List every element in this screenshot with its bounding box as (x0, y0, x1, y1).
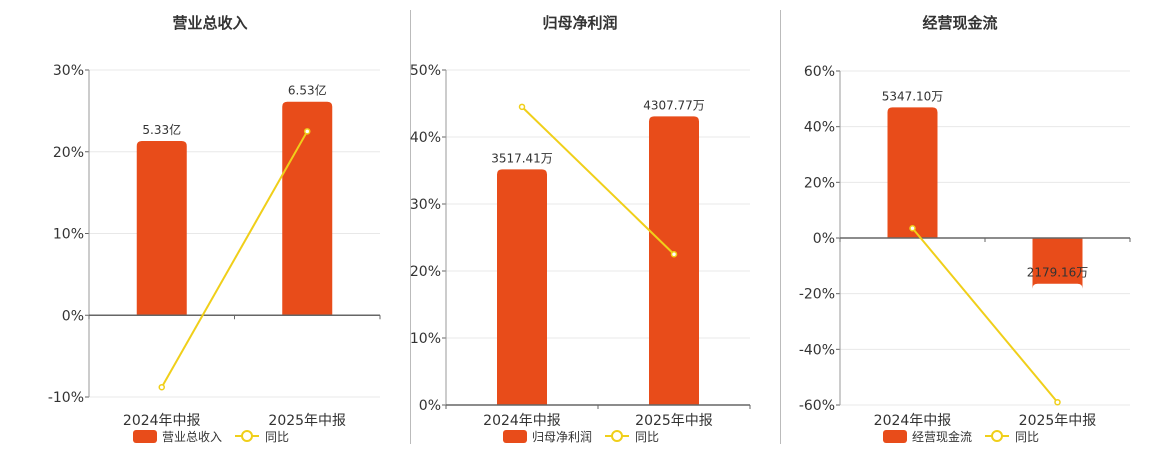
bar (136, 140, 187, 316)
category-label: 2024年中报 (123, 413, 201, 429)
chart-title: 营业总收入 (172, 14, 247, 32)
yoy-point (304, 128, 311, 135)
yoy-point (909, 225, 916, 232)
net-profit-chart-panel: 归母净利润 50% 40% 30% 20% 10% 0% 3517.41万 4307.77万 20… (400, 0, 780, 450)
chart-svg: 经营现金流 60% 40% 20% 0% -20% -40% -60% 5347.10万 2179… (799, 14, 1131, 444)
legend-line-label: 同比 (265, 430, 289, 444)
cashflow-chart-panel: 经营现金流 60% 40% 20% 0% -20% -40% -60% 5347.10万 2179… (780, 0, 1160, 450)
y-tick-label: -60% (799, 398, 835, 414)
y-tick-label: 20% (53, 145, 84, 161)
yoy-point (518, 103, 526, 111)
bar-data-label: 5.33亿 (142, 122, 181, 137)
legend-line-label: 同比 (1015, 430, 1039, 444)
legend-bar-label: 归母净利润 (532, 430, 592, 444)
category-label: 2024年中报 (874, 413, 952, 429)
y-tick-label: 0% (419, 398, 441, 414)
y-tick-label: 30% (410, 197, 441, 213)
revenue-chart-panel: 营业总收入 30% 20% 10% 0% -10% 5.33亿 6.53亿 2024年中报 202… (0, 0, 400, 450)
legend-line-marker (241, 430, 253, 442)
legend-bar-label: 营业总收入 (162, 430, 222, 444)
y-tick-label: -20% (799, 287, 835, 303)
y-tick-label: 0% (62, 308, 84, 324)
category-label: 2025年中报 (635, 413, 713, 429)
bar-data-label: 5347.10万 (882, 89, 944, 103)
yoy-line (911, 227, 1059, 403)
panel-divider (780, 10, 781, 444)
yoy-point (670, 251, 678, 258)
bar (887, 107, 938, 239)
category-label: 2024年中报 (483, 413, 561, 429)
y-tick-label: 40% (410, 130, 441, 146)
y-tick-label: 60% (804, 64, 835, 80)
bar (649, 116, 699, 406)
bar-data-label: 2179.16万 (1027, 266, 1089, 280)
y-tick-label: 20% (804, 175, 835, 191)
y-tick-label: -40% (799, 342, 835, 358)
y-tick-label: -10% (48, 390, 84, 406)
legend-line-marker (991, 430, 1003, 442)
chart-title: 归母净利润 (542, 14, 617, 32)
y-tick-label: 10% (410, 331, 441, 347)
y-tick-label: 0% (813, 231, 835, 247)
bar-data-label: 6.53亿 (288, 83, 327, 98)
legend-bar-swatch (133, 430, 157, 443)
legend-bar-swatch (503, 430, 527, 443)
chart-svg: 归母净利润 50% 40% 30% 20% 10% 0% 3517.41万 4307.77万 20… (410, 14, 751, 444)
bar (497, 169, 547, 405)
legend-bar-swatch (883, 430, 907, 443)
legend-line-label: 同比 (635, 430, 659, 444)
yoy-line (160, 130, 309, 388)
legend-line-marker (611, 430, 623, 442)
panel-divider (410, 10, 411, 444)
y-tick-label: 30% (53, 63, 84, 79)
yoy-line (521, 106, 675, 255)
chart-svg: 营业总收入 30% 20% 10% 0% -10% 5.33亿 6.53亿 2024年中报 202… (48, 14, 381, 444)
y-tick-label: 50% (410, 63, 441, 79)
y-tick-label: 40% (804, 120, 835, 136)
category-label: 2025年中报 (1019, 413, 1097, 429)
y-tick-label: 10% (53, 227, 84, 243)
yoy-point (158, 383, 165, 391)
legend-bar-label: 经营现金流 (912, 429, 972, 444)
bar (1032, 238, 1083, 289)
yoy-point (1054, 398, 1061, 406)
category-label: 2025年中报 (268, 413, 346, 429)
y-tick-label: 20% (410, 264, 441, 280)
bar-data-label: 3517.41万 (491, 151, 553, 165)
chart-title: 经营现金流 (922, 14, 997, 32)
bar-data-label: 4307.77万 (643, 98, 705, 112)
